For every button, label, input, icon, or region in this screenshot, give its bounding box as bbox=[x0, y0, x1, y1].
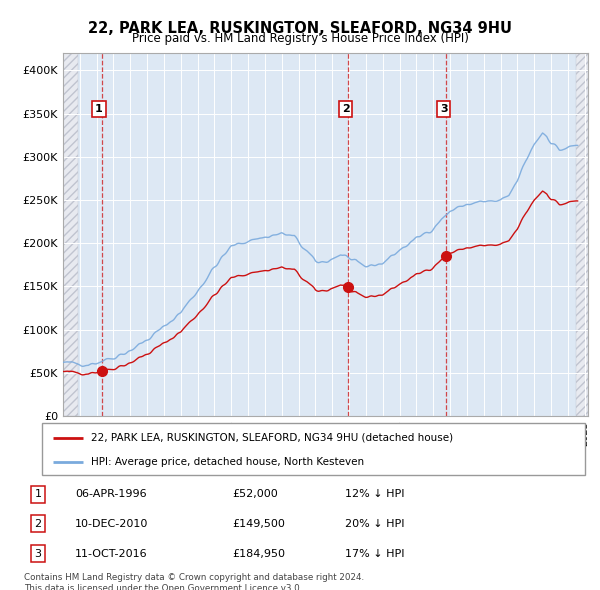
Text: £184,950: £184,950 bbox=[233, 549, 286, 559]
Text: 10-DEC-2010: 10-DEC-2010 bbox=[75, 519, 148, 529]
Text: 2: 2 bbox=[341, 104, 349, 114]
Text: 3: 3 bbox=[440, 104, 448, 114]
Text: 20% ↓ HPI: 20% ↓ HPI bbox=[346, 519, 405, 529]
Text: £149,500: £149,500 bbox=[233, 519, 286, 529]
Text: Contains HM Land Registry data © Crown copyright and database right 2024.
This d: Contains HM Land Registry data © Crown c… bbox=[24, 573, 364, 590]
Text: 22, PARK LEA, RUSKINGTON, SLEAFORD, NG34 9HU (detached house): 22, PARK LEA, RUSKINGTON, SLEAFORD, NG34… bbox=[91, 432, 453, 442]
FancyBboxPatch shape bbox=[42, 423, 585, 475]
Text: £52,000: £52,000 bbox=[233, 489, 278, 499]
Text: 11-OCT-2016: 11-OCT-2016 bbox=[75, 549, 148, 559]
Text: 06-APR-1996: 06-APR-1996 bbox=[75, 489, 146, 499]
Text: 17% ↓ HPI: 17% ↓ HPI bbox=[346, 549, 405, 559]
Text: 1: 1 bbox=[35, 489, 41, 499]
Text: 22, PARK LEA, RUSKINGTON, SLEAFORD, NG34 9HU: 22, PARK LEA, RUSKINGTON, SLEAFORD, NG34… bbox=[88, 21, 512, 35]
Text: 1: 1 bbox=[95, 104, 103, 114]
Text: 3: 3 bbox=[35, 549, 41, 559]
Text: Price paid vs. HM Land Registry's House Price Index (HPI): Price paid vs. HM Land Registry's House … bbox=[131, 32, 469, 45]
Text: HPI: Average price, detached house, North Kesteven: HPI: Average price, detached house, Nort… bbox=[91, 457, 364, 467]
Text: 2: 2 bbox=[35, 519, 41, 529]
Text: 12% ↓ HPI: 12% ↓ HPI bbox=[346, 489, 405, 499]
